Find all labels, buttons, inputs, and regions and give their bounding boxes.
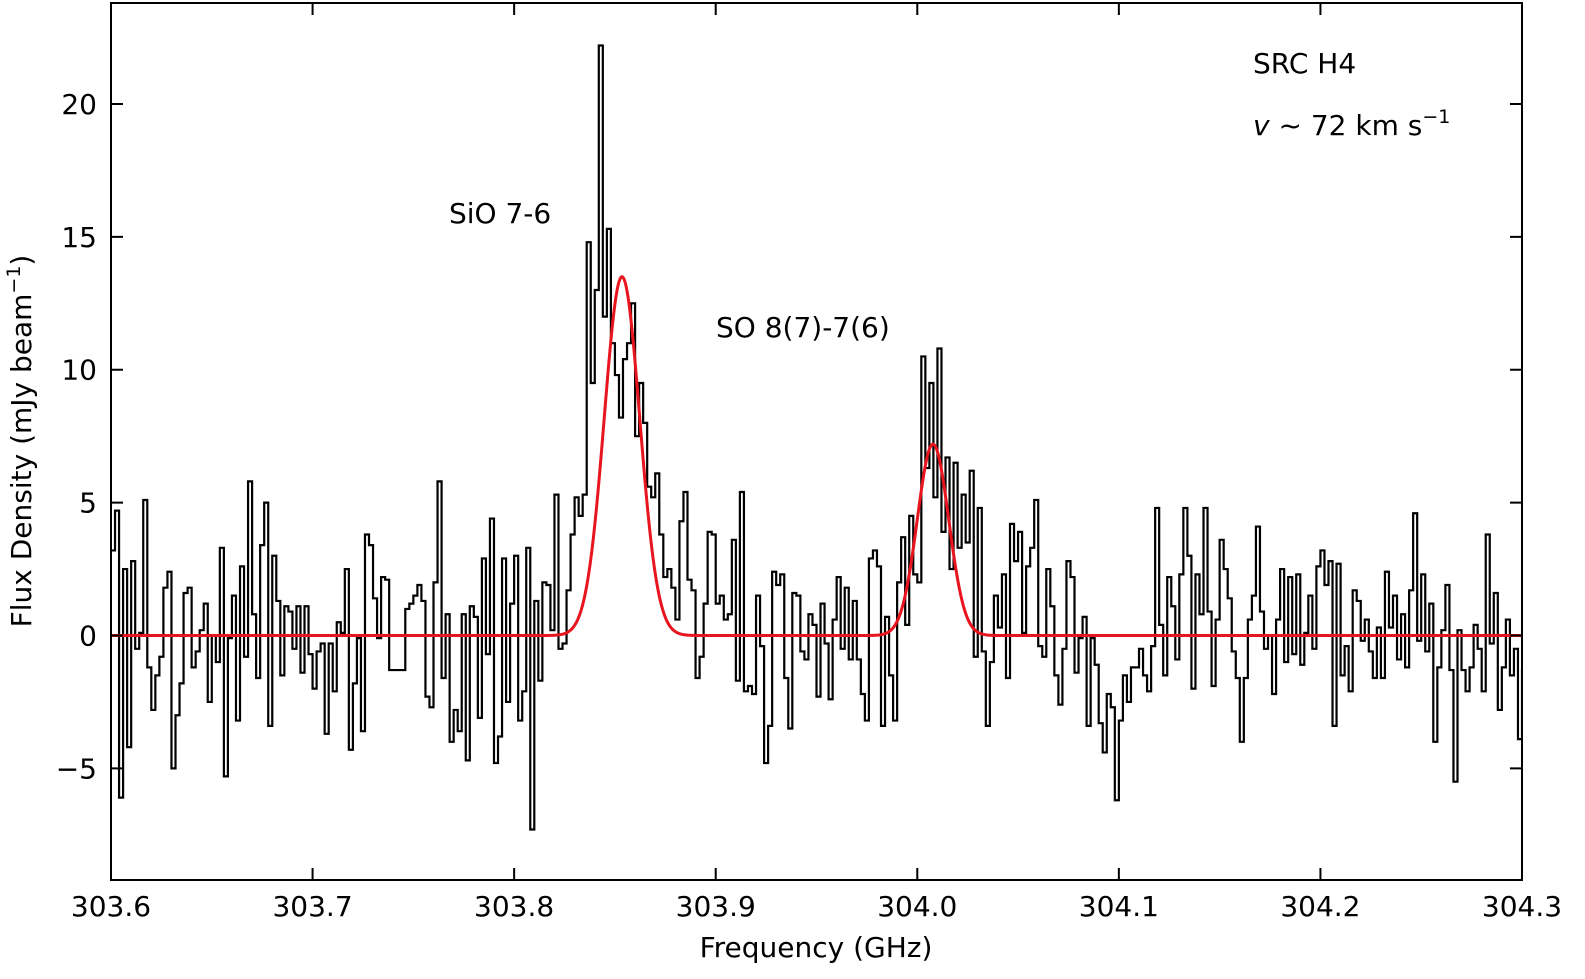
sio-line-label: SiO 7-6 (449, 197, 551, 230)
x-axis-label: Frequency (GHz) (700, 931, 933, 964)
y-tick-label: 10 (61, 354, 97, 387)
velocity-symbol: v (1253, 109, 1270, 142)
y-tick-label: −5 (56, 752, 97, 785)
x-tick-label: 304.3 (1482, 890, 1562, 923)
plot-frame (110, 2, 1523, 881)
y-tick-label: 0 (79, 620, 97, 653)
y-axis-ticks: −5 0 5 10 15 20 (56, 88, 1522, 785)
gaussian-fit-line (111, 274, 1522, 637)
x-tick-label: 304.2 (1280, 890, 1360, 923)
velocity-label: v ~ 72 km s−1 (1253, 106, 1450, 142)
spectrum-line (111, 44, 1522, 831)
x-tick-label: 304.1 (1079, 890, 1159, 923)
y-tick-label: 5 (79, 487, 97, 520)
so-line-label: SO 8(7)-7(6) (716, 311, 890, 344)
y-axis-label-close: ) (5, 255, 38, 266)
y-tick-label: 15 (61, 221, 97, 254)
velocity-unit-exponent: −1 (1422, 106, 1450, 128)
x-tick-label: 303.9 (676, 890, 756, 923)
source-label: SRC H4 (1253, 47, 1356, 80)
y-axis-label-main: Flux Density (mJy beam (5, 294, 38, 628)
x-axis-ticks: 303.6 303.7 303.8 303.9 304.0 304.1 304.2 304.3 (71, 3, 1562, 923)
y-axis-label: Flux Density (mJy beam−1) (3, 255, 38, 628)
spectrum-series (111, 44, 1522, 831)
velocity-value: ~ 72 km s (1270, 109, 1423, 142)
x-tick-label: 303.7 (272, 890, 352, 923)
x-tick-label: 303.6 (71, 890, 151, 923)
y-tick-label: 20 (61, 88, 97, 121)
x-tick-label: 303.8 (474, 890, 554, 923)
y-axis-label-unit-exponent: −1 (3, 266, 25, 294)
x-tick-label: 304.0 (877, 890, 957, 923)
